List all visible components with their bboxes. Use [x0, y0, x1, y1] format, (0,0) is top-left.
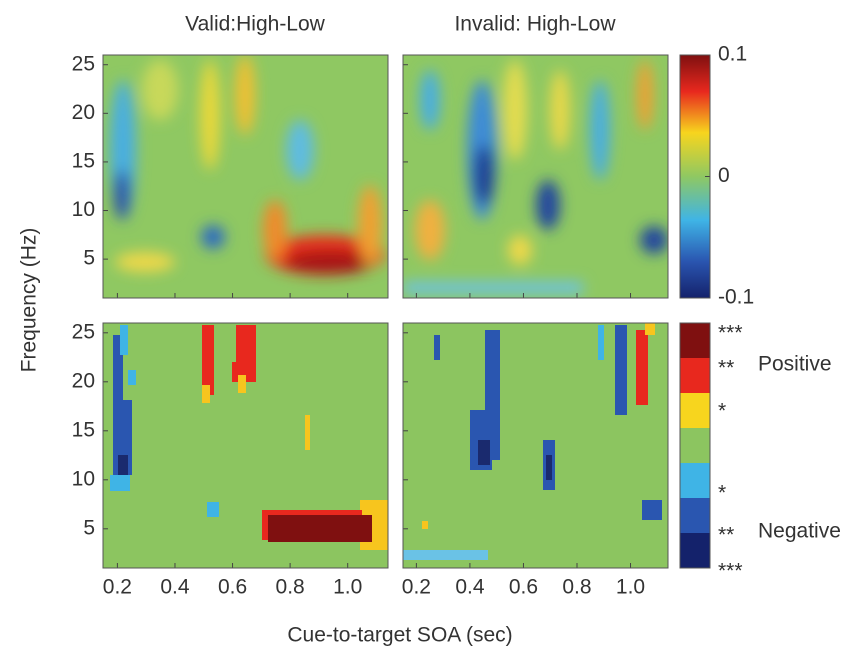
y-tick-label: 20	[72, 369, 95, 392]
x-tick-label: 0.8	[276, 576, 305, 599]
sig-map-valid	[103, 323, 388, 568]
map-invalid	[403, 55, 668, 298]
x-tick-label: 0.4	[160, 576, 190, 599]
sig-map-invalid	[403, 323, 668, 568]
colorbar-tick-label: 0	[718, 164, 730, 187]
y-tick-label: 10	[72, 198, 95, 221]
significance-label: *	[718, 482, 726, 505]
y-tick-label: 10	[72, 467, 95, 490]
significance-group: Negative	[758, 520, 841, 543]
colorbar-tick-label: -0.1	[718, 286, 754, 309]
y-tick-label: 25	[72, 52, 95, 75]
significance-label: ***	[718, 322, 743, 345]
sig-colorbar-frame	[679, 322, 711, 569]
panel-frame	[102, 54, 389, 299]
x-tick-label: 1.0	[616, 576, 645, 599]
colorbar-tick-label: 0.1	[718, 43, 747, 66]
x-tick-label: 0.6	[509, 576, 538, 599]
y-tick-label: 5	[83, 516, 95, 539]
significance-label: *	[718, 400, 726, 423]
panel-frame	[402, 54, 669, 299]
x-tick-label: 0.2	[103, 576, 132, 599]
colorbar-frame	[679, 54, 711, 299]
y-tick-label: 20	[72, 101, 95, 124]
y-tick-label: 15	[72, 149, 95, 172]
x-tick-label: 0.2	[402, 576, 431, 599]
panel-frame	[102, 322, 389, 569]
x-axis-label: Cue-to-target SOA (sec)	[287, 624, 512, 647]
sig-colorbar	[680, 323, 710, 568]
y-tick-label: 25	[72, 320, 95, 343]
significance-group: Positive	[758, 353, 832, 376]
panel-frame	[402, 322, 669, 569]
significance-label: ***	[718, 560, 743, 583]
significance-label: **	[718, 524, 734, 547]
y-tick-label: 15	[72, 418, 95, 441]
significance-label: **	[718, 357, 734, 380]
panel-title: Valid:High-Low	[185, 13, 326, 36]
x-tick-label: 0.4	[455, 576, 485, 599]
y-tick-label: 5	[83, 247, 95, 270]
map-valid	[103, 55, 388, 298]
y-axis-label: Frequency (Hz)	[18, 228, 41, 373]
x-tick-label: 0.6	[218, 576, 247, 599]
x-tick-label: 0.8	[562, 576, 591, 599]
x-tick-label: 1.0	[333, 576, 362, 599]
panel-title: Invalid: High-Low	[454, 13, 616, 36]
